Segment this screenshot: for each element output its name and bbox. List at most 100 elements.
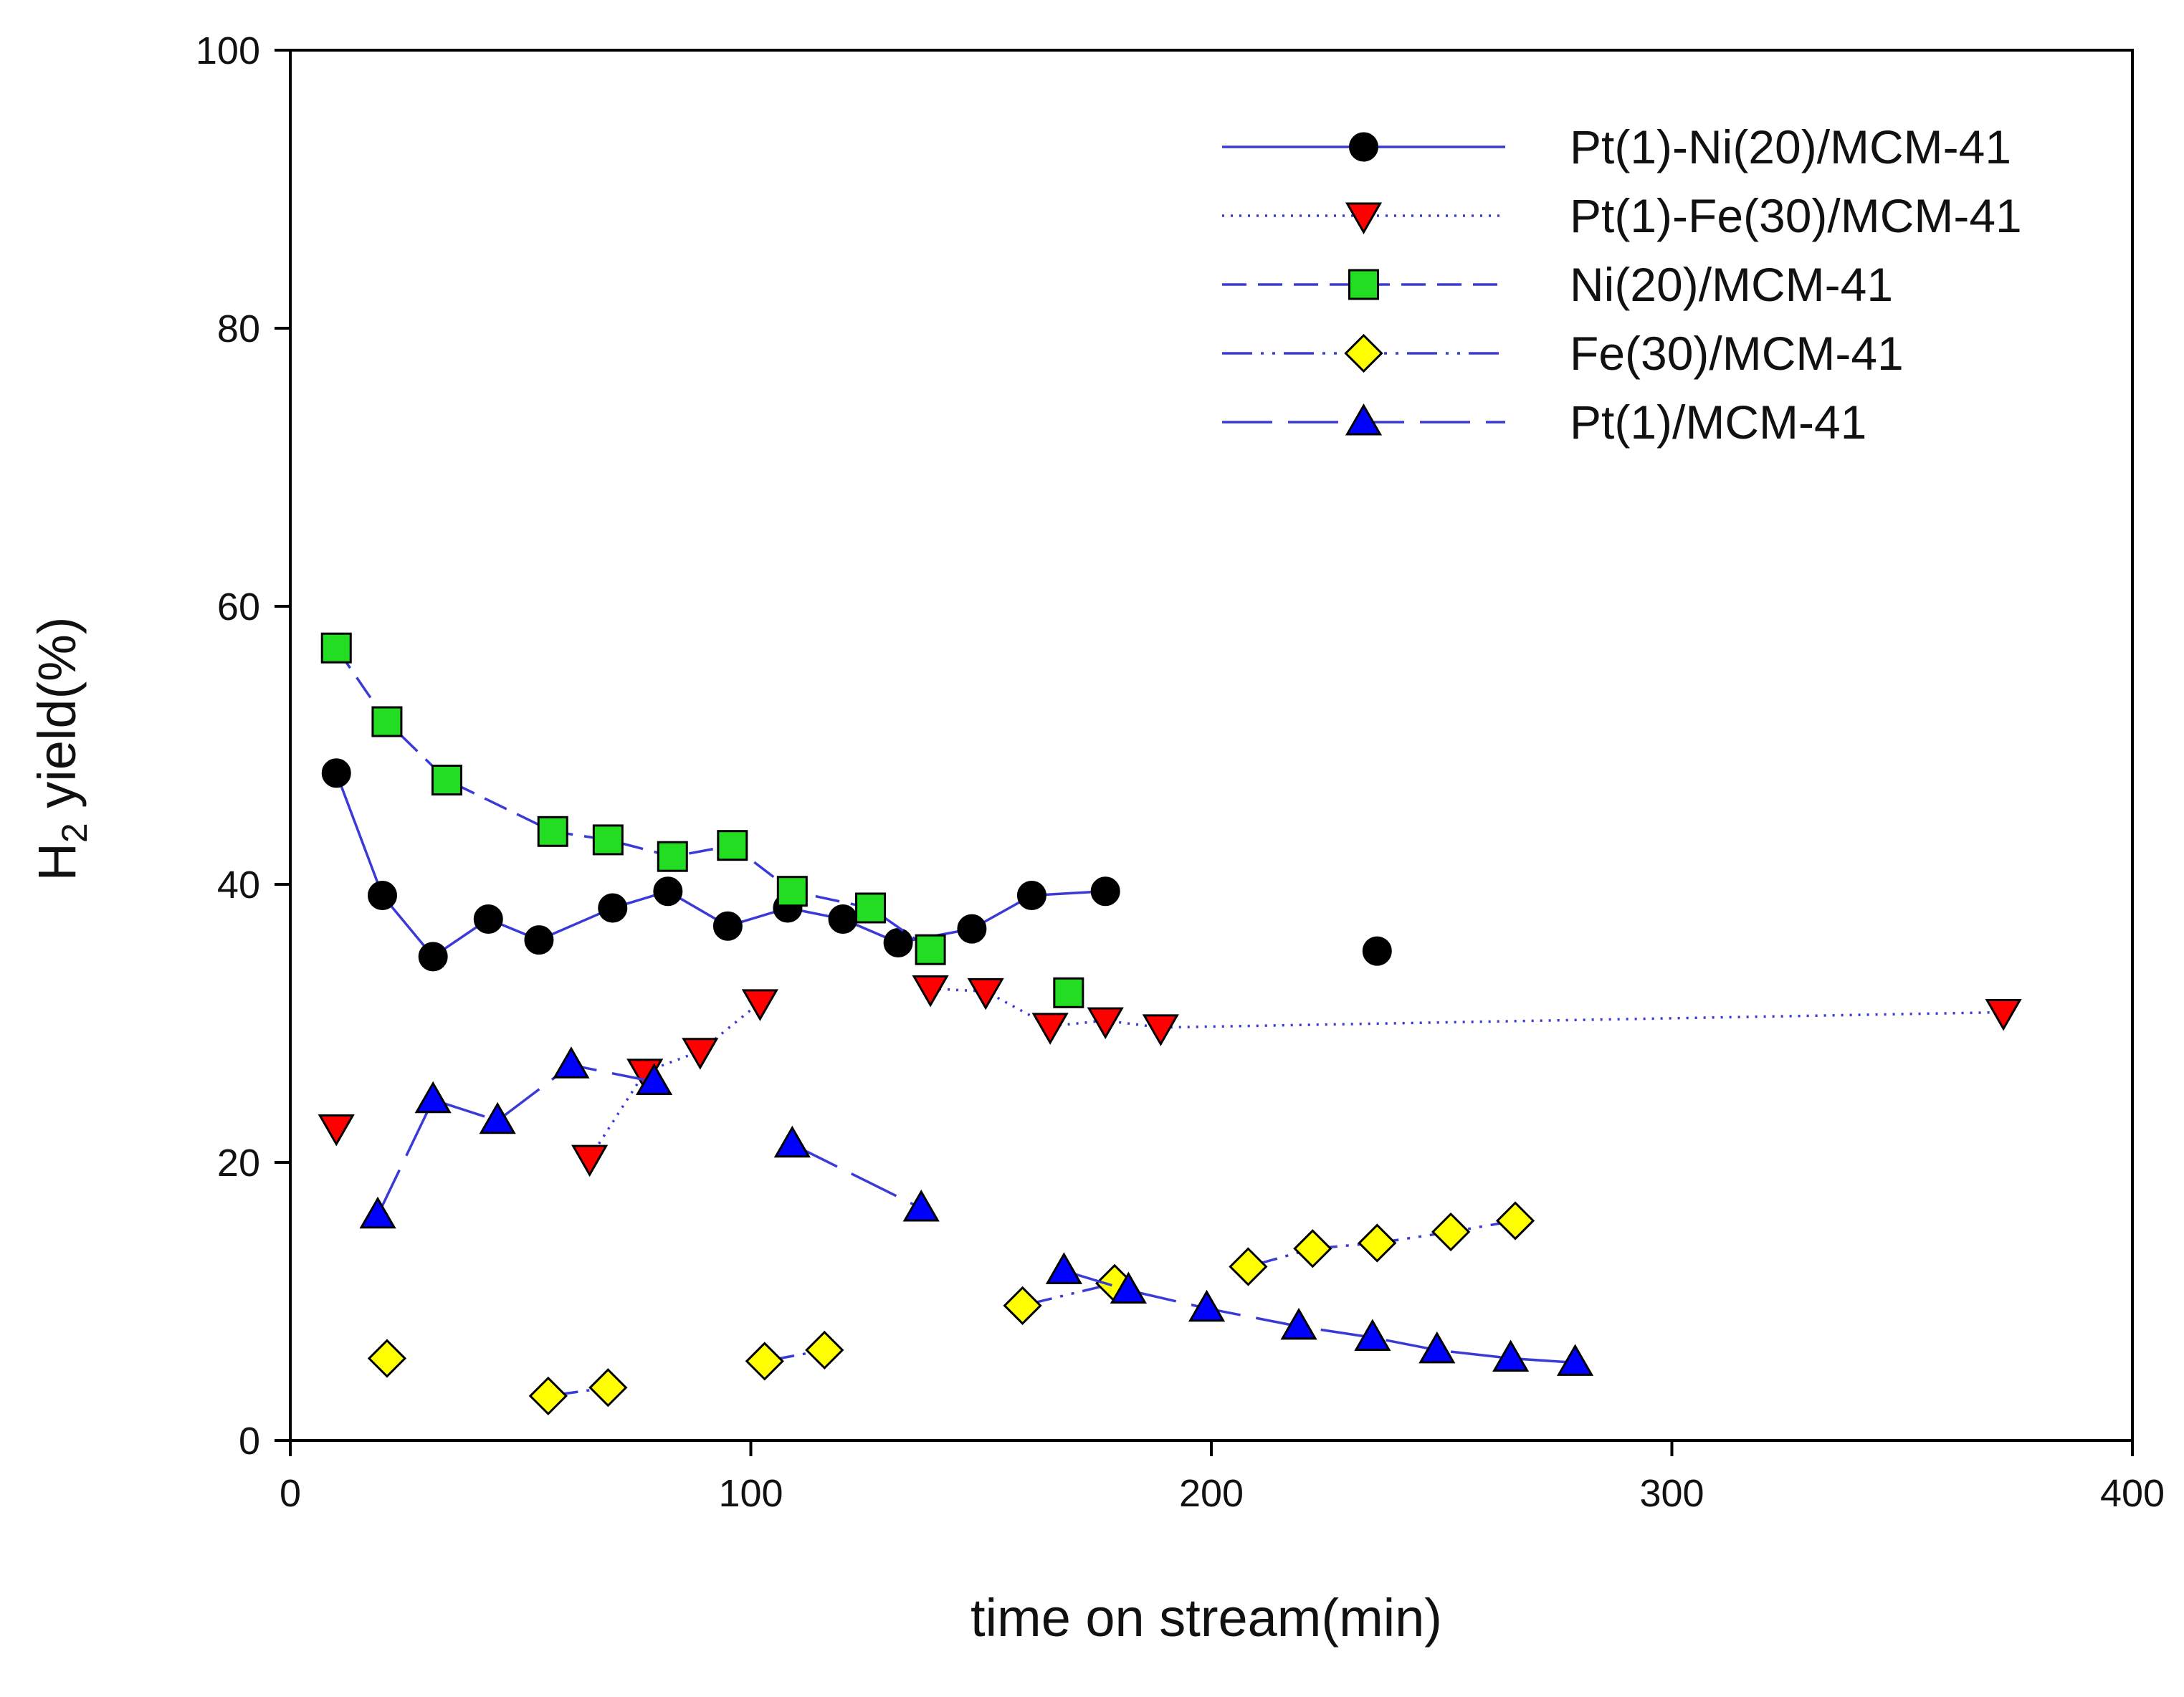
data-point <box>1031 1013 1069 1045</box>
y-axis-title-main: H <box>27 843 87 881</box>
x-tick-label: 0 <box>280 1472 301 1515</box>
data-point <box>479 1101 516 1134</box>
data-point <box>321 758 351 788</box>
data-point <box>598 893 628 923</box>
data-point <box>1110 1271 1147 1304</box>
series-3 <box>320 632 1084 1008</box>
data-point <box>915 934 946 965</box>
data-point <box>368 881 397 911</box>
legend: Pt(1)-Ni(20)/MCM-41 Pt(1)-Fe(30)/MCM-41 Ni… <box>1222 120 2022 449</box>
data-point <box>537 816 568 847</box>
data-point <box>805 1330 844 1370</box>
data-point <box>592 824 624 856</box>
x-tick-label: 300 <box>1639 1472 1704 1515</box>
data-point <box>418 942 448 972</box>
series-line <box>335 647 932 951</box>
data-point <box>371 706 403 737</box>
data-point <box>359 1196 396 1229</box>
data-point <box>588 1368 628 1407</box>
data-point <box>741 989 778 1021</box>
data-point <box>1985 998 2022 1031</box>
data-point <box>1053 977 1084 1008</box>
series-line <box>376 1063 654 1216</box>
axes-layer: 0 100 200 300 400 0 20 40 60 80 100 <box>196 29 2165 1515</box>
data-point <box>912 975 949 1008</box>
y-axis-title: H2 yield(%) <box>27 616 95 881</box>
data-point <box>431 765 462 795</box>
data-point <box>682 1038 719 1070</box>
legend-label: Pt(1)-Ni(20)/MCM-41 <box>1570 120 2011 173</box>
x-axis-title: time on stream(min) <box>971 1588 1442 1648</box>
data-point <box>712 911 743 941</box>
data-point <box>1354 1319 1391 1351</box>
data-point <box>653 876 683 907</box>
data-point <box>473 904 503 934</box>
legend-item: Ni(20)/MCM-41 <box>1222 258 1893 311</box>
data-point <box>717 830 748 861</box>
data-point <box>1003 1286 1042 1325</box>
data-point <box>1492 1339 1530 1372</box>
data-point <box>1362 936 1392 966</box>
data-point <box>657 841 688 872</box>
data-point <box>1188 1289 1226 1322</box>
data-point <box>745 1342 784 1381</box>
legend-item: Fe(30)/MCM-41 <box>1222 327 1904 380</box>
x-tick-label: 100 <box>718 1472 783 1515</box>
data-point <box>367 1339 407 1378</box>
data-point <box>828 904 858 934</box>
y-tick-label: 20 <box>217 1142 260 1185</box>
data-point <box>528 1376 568 1416</box>
data-point <box>635 1063 673 1095</box>
data-point <box>524 925 554 955</box>
data-point <box>571 1144 609 1177</box>
data-point <box>320 632 352 664</box>
series-5 <box>359 1046 1594 1376</box>
data-point <box>414 1081 452 1114</box>
data-point <box>1090 876 1120 907</box>
y-tick-label: 0 <box>239 1420 260 1463</box>
legend-label: Pt(1)/MCM-41 <box>1570 396 1866 449</box>
series-1 <box>321 758 1392 972</box>
data-point <box>1293 1229 1332 1268</box>
data-point <box>1045 1252 1082 1284</box>
y-axis-title-subscript: 2 <box>54 823 95 843</box>
legend-marker <box>1345 202 1383 235</box>
series-2 <box>318 975 2022 1177</box>
data-point <box>1431 1212 1471 1252</box>
data-point <box>773 1125 811 1158</box>
data-point <box>883 927 913 957</box>
y-tick-label: 80 <box>217 307 260 350</box>
legend-marker <box>1348 269 1379 300</box>
data-point <box>1556 1344 1594 1376</box>
legend-marker <box>1344 333 1383 373</box>
legend-item: Pt(1)/MCM-41 <box>1222 396 1866 449</box>
series-line <box>1063 1269 1575 1364</box>
data-point <box>1418 1331 1456 1364</box>
data-point <box>1016 881 1046 911</box>
x-tick-label: 200 <box>1179 1472 1244 1515</box>
legend-marker <box>1349 132 1378 162</box>
data-point <box>1280 1307 1317 1340</box>
data-point <box>1358 1223 1397 1263</box>
data-point <box>957 914 987 944</box>
y-axis-title-rest: yield(%) <box>27 616 87 823</box>
legend-label: Fe(30)/MCM-41 <box>1570 327 1904 380</box>
y-tick-label: 100 <box>196 29 260 72</box>
series-line <box>930 987 2004 1029</box>
data-point <box>1142 1014 1179 1046</box>
data-point <box>318 1114 355 1147</box>
legend-label: Pt(1)-Fe(30)/MCM-41 <box>1570 189 2022 242</box>
data-point <box>1229 1247 1268 1286</box>
legend-marker <box>1345 403 1383 436</box>
legend-label: Ni(20)/MCM-41 <box>1570 258 1893 311</box>
data-point <box>553 1046 590 1079</box>
data-point <box>1495 1201 1535 1241</box>
data-point <box>967 977 1004 1010</box>
data-point <box>1087 1007 1124 1040</box>
y-tick-label: 40 <box>217 864 260 907</box>
data-point <box>855 892 887 924</box>
data-point <box>776 876 808 907</box>
x-tick-label: 400 <box>2100 1472 2165 1515</box>
